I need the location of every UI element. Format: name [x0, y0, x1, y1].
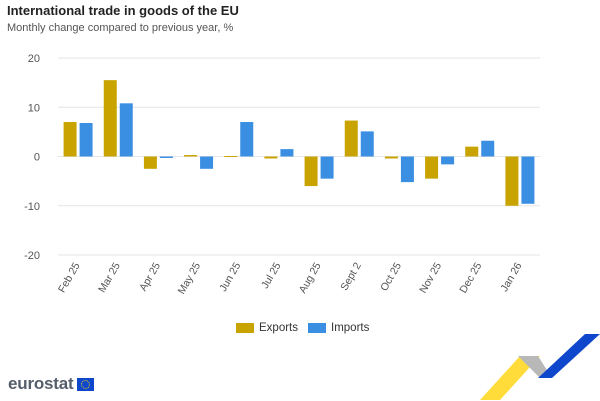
x-tick-label: Oct 25: [378, 260, 404, 293]
legend-item-exports[interactable]: Exports: [236, 322, 298, 334]
x-tick-label: Jan 26: [498, 260, 524, 293]
bar-imports-1[interactable]: [119, 103, 133, 157]
eurostat-ribbon-decoration: [480, 334, 600, 400]
x-tick-label: Dec 25: [457, 260, 484, 295]
legend-item-imports[interactable]: Imports: [308, 322, 369, 334]
bar-imports-11[interactable]: [521, 156, 535, 204]
eu-flag-icon: [77, 377, 95, 391]
bar-imports-8[interactable]: [400, 156, 414, 183]
bars: [63, 80, 535, 206]
bar-exports-8[interactable]: [384, 156, 398, 159]
y-tick-label: -20: [24, 250, 40, 262]
bar-imports-2[interactable]: [159, 156, 173, 158]
bar-exports-3[interactable]: [184, 155, 198, 157]
legend-imports-label: Imports: [331, 322, 370, 334]
chart-title: International trade in goods of the EU: [7, 3, 239, 18]
y-axis-ticks: 20 10 0 -10 -20: [24, 53, 40, 262]
bar-exports-1[interactable]: [103, 80, 117, 157]
bar-exports-11[interactable]: [505, 156, 519, 206]
bar-imports-3[interactable]: [200, 156, 214, 169]
x-tick-label: Feb 25: [56, 260, 83, 294]
exports-swatch: [236, 323, 254, 333]
x-tick-label: Jun 25: [217, 260, 243, 293]
x-tick-label: Aug 25: [297, 260, 324, 295]
x-tick-label: Mar 25: [96, 260, 123, 294]
bar-exports-7[interactable]: [344, 120, 358, 157]
bar-exports-2[interactable]: [143, 156, 157, 169]
chart-legend: Exports Imports: [236, 322, 369, 334]
x-tick-label: Apr 25: [137, 260, 163, 293]
eurostat-logo: eurostat: [8, 374, 95, 394]
y-tick-label: -10: [24, 201, 40, 213]
bar-imports-10[interactable]: [481, 140, 495, 157]
brand-name: eurostat: [8, 374, 74, 393]
x-tick-label: Sept 2: [338, 260, 364, 292]
y-tick-label: 0: [34, 152, 40, 164]
legend-exports-label: Exports: [259, 322, 298, 334]
bar-imports-6[interactable]: [320, 156, 334, 179]
bar-exports-4[interactable]: [224, 156, 238, 158]
bar-imports-5[interactable]: [280, 149, 294, 157]
bar-exports-5[interactable]: [264, 156, 278, 159]
bar-imports-4[interactable]: [240, 122, 254, 157]
grid-lines: [58, 57, 540, 256]
x-tick-label: Nov 25: [417, 260, 444, 295]
x-axis-ticks: Feb 25 Mar 25 Apr 25 May 25 Jun 25 Jul 25 Aug …: [56, 260, 525, 296]
bar-imports-0[interactable]: [79, 123, 93, 157]
chart-subtitle: Monthly change compared to previous year…: [7, 22, 234, 34]
bar-exports-10[interactable]: [465, 146, 479, 157]
bar-imports-7[interactable]: [360, 131, 374, 157]
y-tick-label: 20: [28, 53, 40, 65]
x-tick-label: May 25: [176, 260, 204, 296]
x-tick-label: Jul 25: [259, 260, 283, 290]
bar-exports-9[interactable]: [425, 156, 439, 179]
bar-exports-0[interactable]: [63, 122, 77, 157]
bar-exports-6[interactable]: [304, 156, 318, 187]
y-tick-label: 10: [28, 102, 40, 114]
imports-swatch: [308, 323, 326, 333]
bar-imports-9[interactable]: [441, 156, 455, 165]
